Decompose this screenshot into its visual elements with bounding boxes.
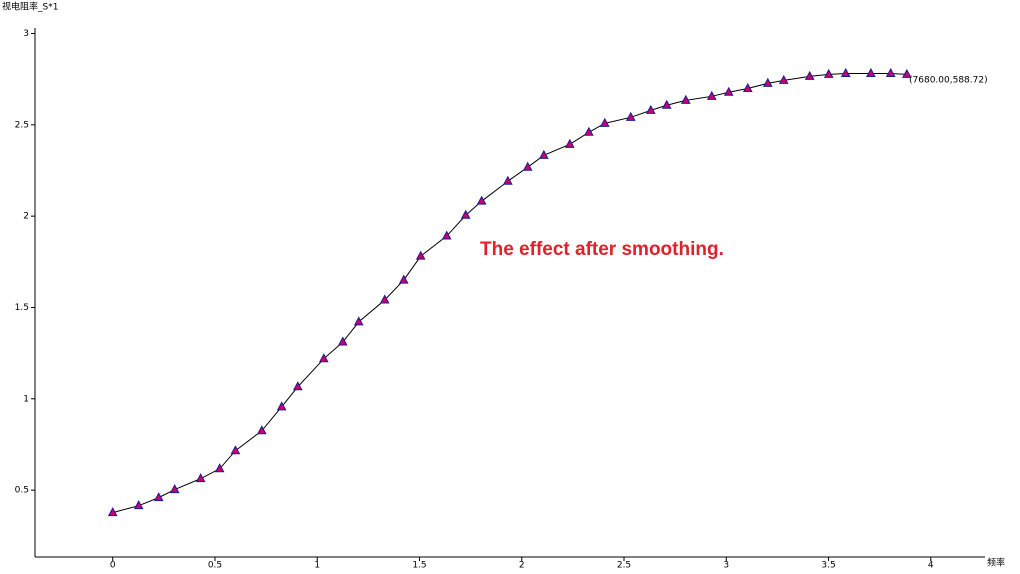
marker	[503, 175, 513, 185]
x-tick-label: 1.5	[412, 561, 426, 571]
marker	[256, 425, 267, 435]
x-tick-label: 0	[110, 561, 116, 571]
marker	[153, 492, 164, 502]
marker	[723, 86, 734, 96]
marker	[214, 463, 225, 473]
marker	[742, 82, 753, 92]
y-tick-label: 1.5	[15, 303, 29, 313]
point-annotation: (7680.00,588.72)	[909, 76, 988, 86]
marker	[762, 77, 773, 87]
marker	[133, 500, 144, 510]
marker	[441, 230, 452, 240]
marker	[230, 445, 241, 455]
marker	[840, 67, 851, 77]
y-tick-label: 1	[23, 394, 29, 404]
annotation: The effect after smoothing.	[480, 239, 724, 260]
y-axis-label: 视电阻率_S*1	[2, 1, 58, 13]
marker	[318, 353, 329, 363]
marker	[564, 138, 575, 148]
x-tick-label: 3	[723, 561, 729, 571]
y-tick-label: 0.5	[15, 486, 29, 496]
marker	[706, 90, 717, 100]
x-tick-label: 3.5	[821, 561, 835, 571]
marker	[885, 67, 896, 77]
marker	[353, 316, 364, 326]
marker	[337, 336, 348, 346]
marker	[866, 67, 876, 77]
marker	[379, 294, 390, 304]
x-tick-label: 4	[928, 561, 934, 571]
marker	[584, 126, 594, 136]
marker	[645, 104, 656, 114]
marker	[460, 209, 471, 219]
x-axis-label: 频率	[987, 557, 1005, 569]
x-tick-label: 1	[314, 561, 320, 571]
y-tick-label: 2	[23, 212, 29, 222]
marker	[680, 94, 691, 104]
marker	[778, 74, 789, 84]
x-tick-label: 2	[519, 561, 525, 571]
line	[112, 72, 907, 514]
y-tick-label: 3	[23, 29, 29, 39]
marker	[398, 274, 409, 284]
y-tick-label: 2.5	[15, 120, 29, 130]
marker	[522, 161, 533, 171]
marker	[823, 68, 834, 78]
marker	[195, 473, 206, 483]
marker	[276, 401, 287, 411]
x-tick-label: 0.5	[208, 561, 222, 571]
x-tick-label: 2.5	[617, 561, 631, 571]
marker	[599, 117, 610, 127]
marker	[661, 99, 672, 109]
marker	[539, 149, 549, 159]
marker	[902, 68, 912, 78]
marker	[476, 195, 487, 205]
marker	[292, 381, 303, 391]
marker	[415, 250, 426, 260]
marker	[625, 111, 636, 121]
marker	[107, 507, 118, 517]
marker	[169, 484, 180, 494]
marker	[804, 70, 815, 80]
